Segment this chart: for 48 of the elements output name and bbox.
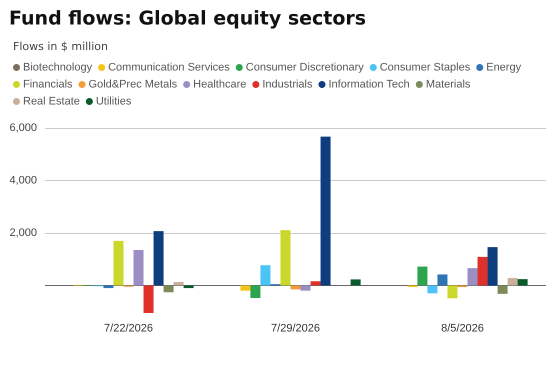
bar [320,136,331,286]
chart-title: Fund flows: Global equity sectors [9,8,366,30]
legend-label: Healthcare [193,78,246,90]
bar [417,266,428,286]
bar [164,285,174,292]
y-tick-label: 6,000 [9,122,37,134]
chart-subtitle: Flows in $ million [13,40,108,53]
bar [134,250,144,286]
bar [103,285,114,288]
legend-label: Biotechnology [23,62,93,74]
x-tick-label: 7/22/2026 [104,322,153,334]
bar [174,282,184,286]
bar [310,281,321,286]
bar [468,268,478,286]
bar [154,231,164,286]
x-tick-label: 8/5/2026 [441,322,484,334]
bar [260,265,270,286]
bar [437,274,448,286]
legend-label: Energy [486,62,522,74]
y-tick-label: 2,000 [9,226,37,239]
y-tick-label: 4,000 [9,174,37,186]
bar [250,285,260,298]
legend-label: Financials [23,78,74,90]
bar [498,285,508,294]
bar [240,285,250,291]
bar [184,285,194,288]
legend-label: Materials [426,78,471,90]
bar [518,279,528,286]
legend-label: Gold&Prec Metals [88,78,178,90]
x-tick-label: 7/29/2026 [271,322,320,334]
bar [144,285,154,313]
bar [488,247,498,286]
bar [280,230,290,286]
legend-label: Industrials [262,78,313,90]
bar [447,285,458,298]
legend-label: Communication Services [108,62,230,74]
bar [300,285,311,291]
legend-label: Utilities [96,96,132,108]
bar [113,240,124,286]
legend-label: Consumer Staples [380,62,471,74]
bar [350,279,361,286]
legend-label: Information Tech [328,78,410,90]
bar [290,285,301,290]
bar [427,285,438,294]
legend-label: Consumer Discretionary [246,62,364,74]
legend-label: Real Estate [23,96,80,108]
bar [508,278,518,286]
bar [478,256,488,286]
